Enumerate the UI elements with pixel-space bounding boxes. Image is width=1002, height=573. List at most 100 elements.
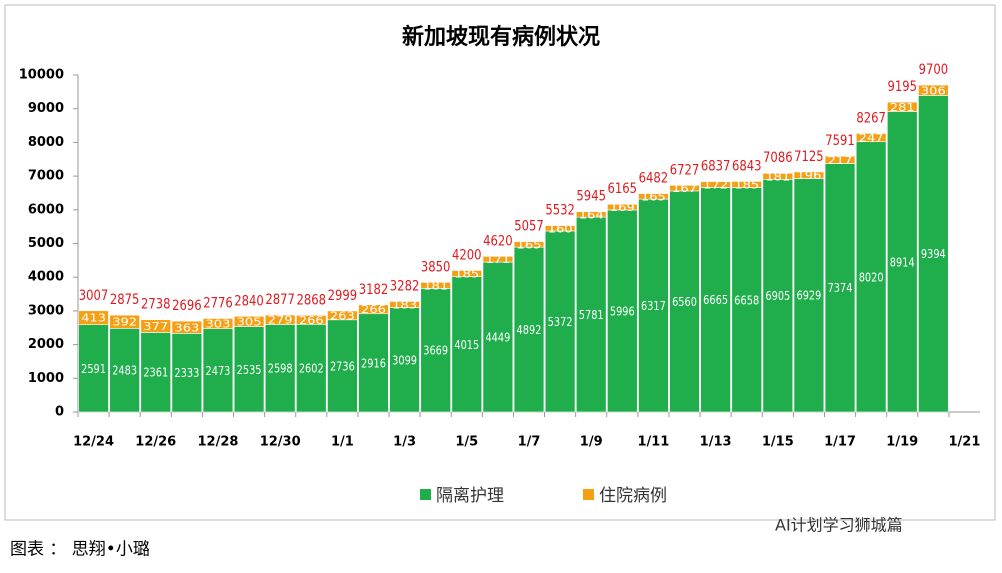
total-label: 9700	[919, 62, 949, 78]
bar-segment	[544, 230, 576, 413]
total-label: 2738	[141, 297, 171, 313]
value-label: 217	[828, 154, 853, 167]
value-label: 281	[890, 101, 915, 114]
value-label: 181	[423, 279, 448, 292]
bar-segment	[140, 332, 171, 413]
value-label: 3099	[392, 353, 417, 367]
bar-segment	[762, 172, 794, 180]
bar-segment	[389, 307, 420, 413]
bar-segment	[451, 276, 483, 413]
bar-segment	[389, 301, 420, 308]
bar-segment	[109, 314, 140, 329]
value-label: 247	[859, 132, 884, 145]
bar-segment	[700, 181, 731, 188]
y-tick-label: 2000	[28, 337, 64, 352]
y-tick-label: 10000	[19, 68, 64, 83]
value-label: 169	[610, 201, 635, 214]
y-tick-label: 3000	[28, 303, 64, 318]
value-label: 8914	[890, 255, 915, 269]
total-label: 4200	[452, 247, 482, 263]
value-label: 171	[485, 253, 510, 266]
total-label: 7125	[794, 149, 824, 165]
bar-segment	[482, 256, 514, 263]
value-label: 7374	[828, 281, 853, 295]
bar-segment	[887, 101, 918, 112]
bar-segment	[327, 319, 358, 413]
y-tick-label: 1000	[28, 371, 64, 386]
value-label: 413	[81, 312, 106, 325]
y-tick-label: 4000	[28, 270, 64, 285]
footer: 图表 ： 思翔•小璐	[10, 540, 150, 560]
bar-segment	[918, 95, 949, 413]
value-label: 2602	[299, 362, 324, 376]
y-tick-label: 6000	[28, 202, 64, 217]
bar-segment	[327, 310, 358, 321]
total-label: 5945	[576, 189, 606, 205]
x-tick-label: 1/17	[824, 435, 856, 450]
value-label: 167	[672, 182, 697, 195]
bar-segment	[296, 324, 327, 413]
bar-segment	[78, 324, 109, 413]
y-tick-label: 8000	[28, 135, 64, 150]
bar-segment	[669, 185, 700, 192]
total-label: 2999	[328, 288, 358, 304]
value-label: 6317	[641, 299, 666, 313]
total-label: 6843	[732, 158, 762, 174]
total-label: 2877	[265, 292, 295, 308]
value-label: 305	[237, 315, 262, 328]
x-tick-label: 1/9	[580, 435, 603, 450]
y-tick-label: 7000	[28, 169, 64, 184]
bar-segment	[575, 216, 607, 413]
bar-segment	[607, 203, 638, 211]
value-label: 363	[174, 321, 199, 334]
bar-segment	[358, 304, 389, 315]
bar-segment	[575, 211, 607, 218]
bar-segment	[140, 319, 171, 333]
value-label: 4015	[454, 338, 479, 352]
bar-segment	[233, 326, 265, 413]
total-label: 6727	[670, 162, 700, 178]
value-label: 303	[206, 318, 231, 331]
total-label: 6165	[608, 181, 638, 197]
value-label: 181	[765, 170, 790, 183]
bar-segment	[855, 141, 887, 413]
x-tick-label: 1/3	[393, 435, 416, 450]
value-label: 4449	[485, 331, 510, 345]
bar-segment	[638, 193, 669, 200]
value-label: 5372	[548, 315, 573, 329]
x-tick-label: 1/11	[637, 435, 669, 450]
value-label: 2535	[237, 363, 262, 377]
value-label: 8020	[859, 270, 884, 284]
y-tick-label: 9000	[28, 101, 64, 116]
value-label: 2736	[330, 359, 355, 373]
value-label: 2916	[361, 356, 386, 370]
bar-segment	[824, 155, 856, 164]
value-label: 172	[703, 178, 728, 191]
value-label: 9394	[921, 247, 946, 261]
value-label: 2333	[174, 366, 199, 380]
bar-segment	[233, 315, 265, 327]
y-tick-label: 0	[55, 405, 64, 420]
value-label: 6560	[672, 295, 697, 309]
x-tick-label: 12/30	[260, 435, 301, 450]
value-label: 266	[299, 314, 324, 327]
legend-swatch	[583, 489, 594, 500]
value-label: 164	[579, 208, 604, 221]
x-tick-label: 12/24	[73, 435, 114, 450]
total-label: 8267	[856, 110, 886, 126]
bar-segment	[513, 246, 545, 413]
bar-segment	[731, 187, 762, 413]
bar-segment	[296, 315, 327, 325]
bar-segment	[171, 333, 203, 413]
value-label: 185	[454, 268, 479, 281]
bar-segment	[855, 133, 887, 143]
value-label: 4892	[517, 323, 542, 337]
value-label: 2473	[206, 364, 231, 378]
total-label: 6482	[639, 171, 669, 187]
value-label: 279	[268, 314, 293, 327]
bar-segment	[109, 328, 140, 413]
value-label: 5781	[579, 308, 604, 322]
bar-segment	[669, 190, 700, 413]
value-label: 6658	[734, 293, 759, 307]
value-label: 6905	[765, 289, 790, 303]
